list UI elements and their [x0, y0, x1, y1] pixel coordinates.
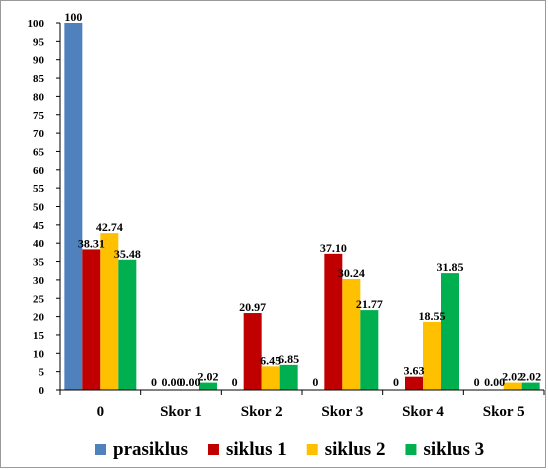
- y-tick-label: 20: [33, 312, 45, 324]
- data-label-siklus-1-4: 3.63: [404, 364, 425, 378]
- y-tick-label: 40: [33, 238, 45, 250]
- legend-label-siklus-1: siklus 1: [226, 439, 287, 460]
- data-label-siklus-3-2: 6.85: [278, 352, 299, 366]
- legend-label-prasiklus: prasiklus: [113, 439, 188, 460]
- y-tick-label: 85: [33, 73, 45, 85]
- bar-prasiklus-0: [64, 23, 83, 390]
- y-tick-label: 15: [33, 330, 45, 342]
- data-label-siklus-3-5: 2.02: [520, 370, 541, 384]
- y-tick-label: 35: [33, 257, 45, 269]
- bar-siklus-2-2: [261, 366, 280, 390]
- y-tick-label: 55: [33, 183, 45, 195]
- y-tick-label: 70: [33, 128, 45, 140]
- x-axis: 0 Skor 1 Skor 2 Skor 3 Skor 4 Skor 5: [59, 389, 545, 420]
- bars: [64, 23, 540, 390]
- data-label-prasiklus-2: 0: [232, 375, 238, 389]
- bar-siklus-2-4: [423, 321, 441, 390]
- bar-siklus-3-0: [118, 259, 137, 390]
- data-label-prasiklus-0: 100: [64, 10, 82, 24]
- y-tick-label: 30: [33, 275, 45, 287]
- data-label-siklus-1-2: 20.97: [239, 300, 266, 314]
- legend: prasiklus siklus 1 siklus 2 siklus 3: [95, 439, 484, 460]
- data-label-siklus-1-5: 0.00: [484, 375, 505, 389]
- data-label-siklus-2-3: 30.24: [338, 266, 365, 280]
- data-label-siklus-3-1: 2.02: [198, 370, 219, 384]
- x-tick-label: Skor 1: [160, 404, 202, 420]
- data-label-siklus-1-3: 37.10: [320, 241, 347, 255]
- data-label-siklus-2-2: 6.45: [260, 353, 281, 367]
- x-tick-label: Skor 4: [402, 404, 444, 420]
- x-tick-label: Skor 3: [321, 404, 363, 420]
- y-tick-label: 75: [33, 110, 45, 122]
- y-tick-label: 95: [33, 36, 45, 48]
- data-label-siklus-2-0: 42.74: [96, 220, 123, 234]
- bar-siklus-3-2: [279, 364, 298, 390]
- y-tick-label: 60: [33, 165, 45, 177]
- data-label-prasiklus-4: 0: [393, 375, 399, 389]
- y-tick-label: 45: [33, 220, 45, 232]
- data-label-prasiklus-1: 0: [151, 375, 157, 389]
- data-label-siklus-1-0: 38.31: [78, 236, 105, 250]
- legend-label-siklus-3: siklus 3: [423, 439, 484, 460]
- bar-siklus-3-5: [521, 382, 540, 390]
- bar-siklus-1-4: [405, 376, 423, 390]
- data-label-siklus-3-4: 31.85: [437, 260, 464, 274]
- y-tick-label: 25: [33, 293, 45, 305]
- data-label-siklus-2-4: 18.55: [419, 309, 446, 323]
- y-axis: 0 5 10 15 20 25 30 35 40 45 50 55 60 65 70 75 80 85 90 95 10…: [28, 18, 61, 397]
- data-label-siklus-3-3: 21.77: [356, 297, 383, 311]
- bar-siklus-3-3: [360, 310, 379, 390]
- y-tick-label: 65: [33, 146, 45, 158]
- bar-siklus-3-1: [199, 382, 217, 390]
- data-label-siklus-1-1: 0.00: [162, 375, 183, 389]
- x-tick-label: Skor 5: [483, 404, 525, 420]
- bar-siklus-2-5: [503, 382, 522, 390]
- legend-swatch-prasiklus: [95, 444, 106, 455]
- bar-siklus-1-0: [82, 249, 101, 390]
- data-label-siklus-3-0: 35.48: [114, 247, 141, 261]
- y-tick-label: 80: [33, 91, 45, 103]
- x-tick-label: 0: [97, 404, 105, 420]
- x-tick-label: Skor 2: [241, 404, 283, 420]
- bar-siklus-1-3: [324, 253, 343, 390]
- data-label-prasiklus-3: 0: [312, 375, 318, 389]
- bar-siklus-2-0: [100, 233, 119, 390]
- y-tick-label: 90: [33, 55, 45, 67]
- y-tick-label: 50: [33, 202, 45, 214]
- data-label-siklus-2-1: 0.00: [180, 375, 201, 389]
- legend-swatch-siklus-1: [207, 444, 219, 455]
- legend-swatch-siklus-2: [306, 444, 318, 455]
- bar-siklus-2-3: [342, 279, 361, 390]
- bar-siklus-3-4: [441, 273, 459, 390]
- y-tick-label: 100: [28, 18, 45, 30]
- y-tick-label: 0: [39, 385, 45, 397]
- bar-siklus-1-2: [243, 313, 262, 390]
- data-label-prasiklus-5: 0: [474, 375, 480, 389]
- legend-swatch-siklus-3: [405, 444, 417, 455]
- y-tick-label: 5: [39, 367, 45, 379]
- data-label-siklus-2-5: 2.02: [502, 370, 523, 384]
- y-tick-label: 10: [33, 348, 45, 360]
- legend-label-siklus-2: siklus 2: [325, 439, 386, 460]
